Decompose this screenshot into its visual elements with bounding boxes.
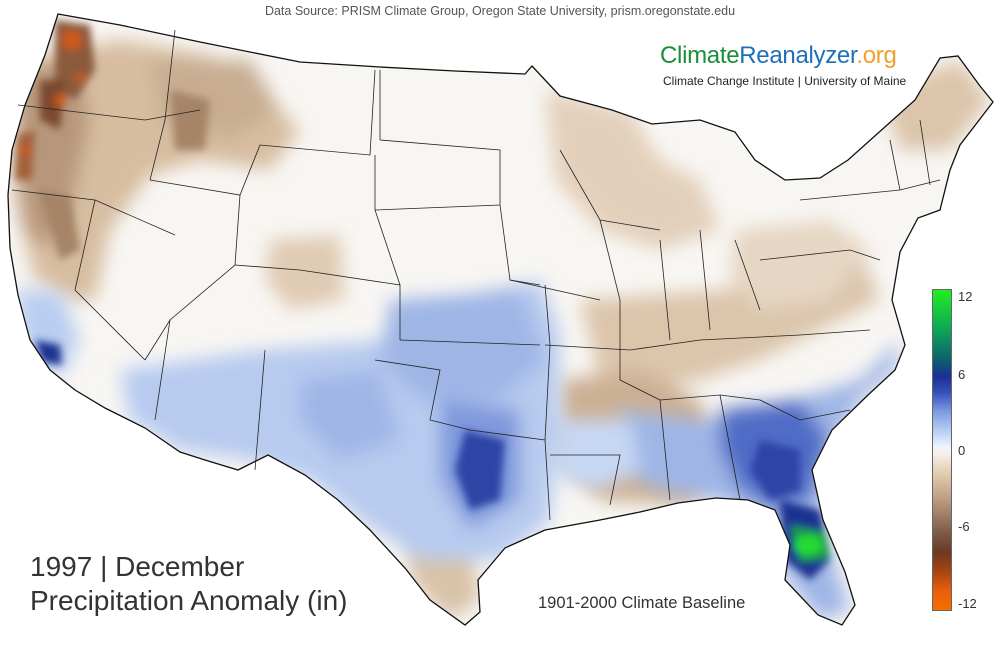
logo-part-climate: Climate	[660, 42, 740, 69]
dry-anomaly-regions	[15, 40, 990, 620]
legend-tick-0: 0	[958, 443, 966, 458]
state-boundaries	[11, 29, 941, 521]
legend-tick-neg6: -6	[958, 519, 970, 534]
legend-tick-12: 12	[958, 289, 973, 304]
map-date: 1997 | December	[30, 551, 245, 582]
colorbar	[932, 289, 952, 611]
legend-tick-6: 6	[958, 367, 966, 382]
logo-part-org: .org	[856, 42, 897, 69]
strong-wet-regions	[35, 340, 830, 580]
logo-part-reanalyzer: Reanalyzer	[739, 42, 857, 69]
baseline-caption: 1901-2000 Climate Baseline	[538, 594, 746, 612]
legend-tick-neg12: -12	[958, 596, 977, 611]
us-outline	[7, 13, 994, 626]
logo-subtitle: Climate Change Institute | University of…	[663, 74, 907, 88]
map-variable: Precipitation Anomaly (in)	[30, 585, 348, 616]
strong-dry-regions	[15, 20, 210, 260]
data-source-caption: Data Source: PRISM Climate Group, Oregon…	[264, 4, 736, 18]
climate-reanalyzer-logo: ClimateReanalyzer.org	[660, 42, 897, 70]
map-title: 1997 | December Precipitation Anomaly (i…	[30, 550, 347, 618]
